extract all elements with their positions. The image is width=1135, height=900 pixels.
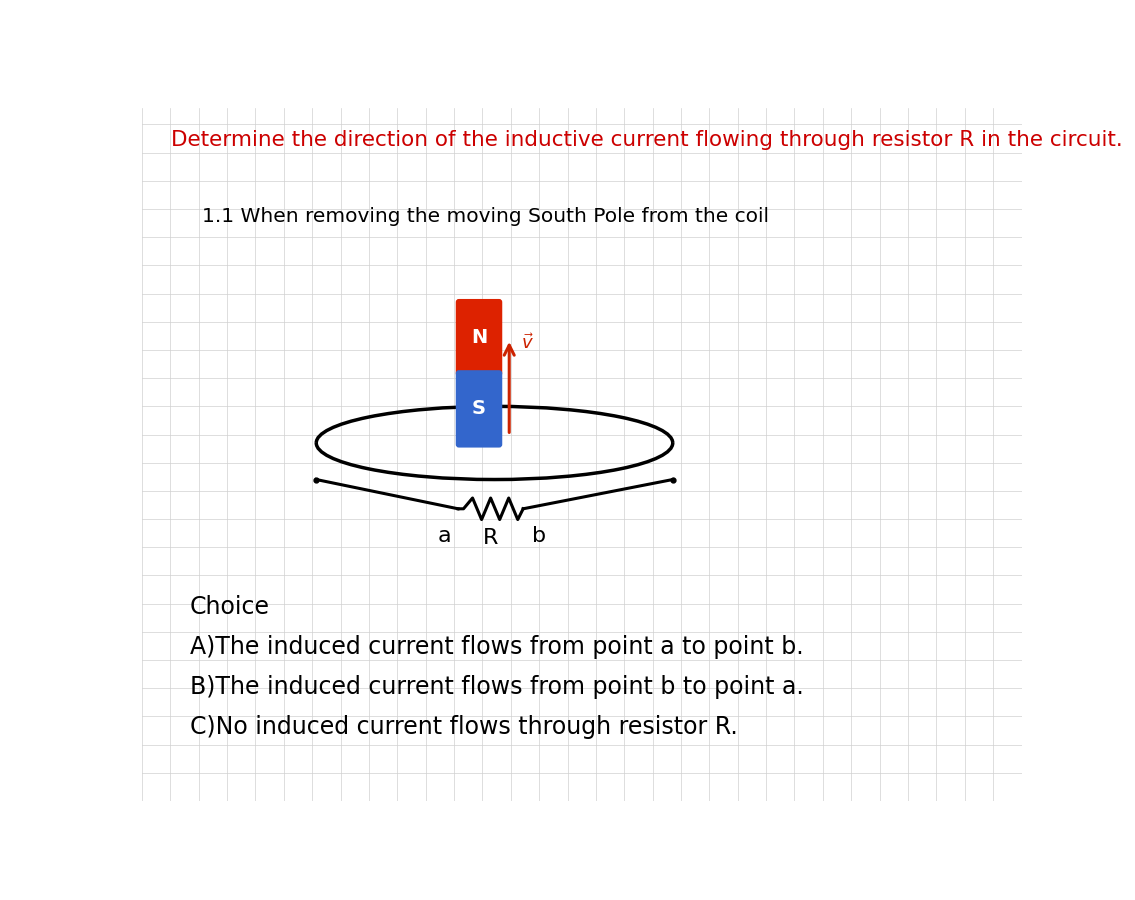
Text: S: S xyxy=(472,400,486,419)
Text: $\vec{v}$: $\vec{v}$ xyxy=(521,333,533,353)
Text: C)No induced current flows through resistor R.: C)No induced current flows through resis… xyxy=(190,715,738,739)
Text: B)The induced current flows from point b to point a.: B)The induced current flows from point b… xyxy=(190,675,804,698)
Text: N: N xyxy=(471,328,487,347)
FancyBboxPatch shape xyxy=(456,299,503,376)
Text: A)The induced current flows from point a to point b.: A)The induced current flows from point a… xyxy=(190,634,804,659)
Text: Choice: Choice xyxy=(190,595,270,618)
Text: b: b xyxy=(531,526,546,545)
Text: 1.1 When removing the moving South Pole from the coil: 1.1 When removing the moving South Pole … xyxy=(202,207,770,226)
FancyBboxPatch shape xyxy=(456,370,503,447)
Text: R: R xyxy=(482,528,498,548)
Text: a: a xyxy=(437,526,451,545)
Text: Determine the direction of the inductive current flowing through resistor R in t: Determine the direction of the inductive… xyxy=(171,130,1123,149)
